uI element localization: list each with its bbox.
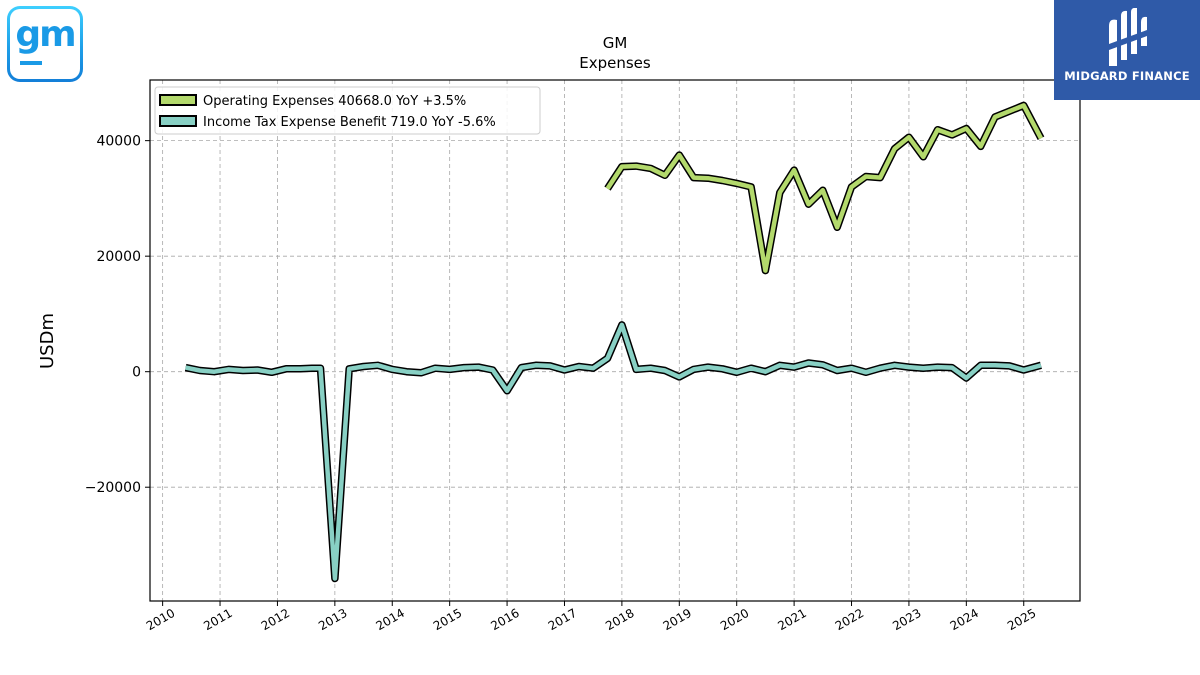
x-tick-label: 2024: [948, 606, 981, 633]
brand-mark-icon: [1109, 8, 1147, 66]
legend: Operating Expenses 40668.0 YoY +3.5% Inco…: [154, 86, 541, 135]
gm-logo-underline: [20, 61, 42, 65]
brand-logo-box: MIDGARD FINANCE: [1054, 0, 1200, 100]
x-tick-label: 2013: [316, 606, 349, 633]
legend-box: [154, 86, 541, 135]
x-tick-label: 2019: [661, 606, 694, 633]
x-tick-label: 2022: [833, 606, 866, 633]
legend-swatch-1: [159, 115, 197, 127]
legend-label-1: Income Tax Expense Benefit 719.0 YoY -5.…: [203, 115, 496, 130]
legend-label-0: Operating Expenses 40668.0 YoY +3.5%: [203, 94, 466, 109]
series-outline-0: [604, 101, 1045, 275]
x-tick-label: 2020: [718, 606, 751, 633]
x-tick-label: 2021: [775, 606, 808, 633]
x-tick-label: 2017: [546, 606, 579, 633]
y-tick-label: 0: [132, 365, 141, 381]
series-line-0: [605, 103, 1043, 273]
brand-name: MIDGARD FINANCE: [1064, 69, 1190, 83]
gm-logo-lettering: gm: [15, 14, 76, 55]
chart-subtitle: Expenses: [579, 54, 651, 72]
y-axis-label: USDm: [37, 313, 58, 369]
x-tick-label: 2014: [374, 606, 407, 633]
x-tick-label: 2012: [259, 606, 292, 633]
plot-frame: [149, 79, 1081, 602]
chart-title: GM: [603, 34, 628, 52]
x-tick-label: 2011: [201, 606, 234, 633]
x-tick-label: 2010: [144, 606, 177, 633]
series-line-1: [185, 322, 1042, 581]
series-outline-1: [184, 321, 1042, 583]
x-tick-label: 2015: [431, 606, 464, 633]
x-tick-label: 2023: [890, 606, 923, 633]
y-tick-label: −20000: [85, 480, 141, 496]
y-tick-label: 20000: [96, 249, 141, 265]
x-tick-label: 2025: [1005, 606, 1038, 633]
gm-company-logo: gm: [7, 6, 83, 82]
legend-swatch-0: [159, 94, 197, 106]
y-tick-label: 40000: [96, 134, 141, 150]
x-tick-label: 2018: [603, 606, 636, 633]
x-tick-label: 2016: [488, 606, 521, 633]
